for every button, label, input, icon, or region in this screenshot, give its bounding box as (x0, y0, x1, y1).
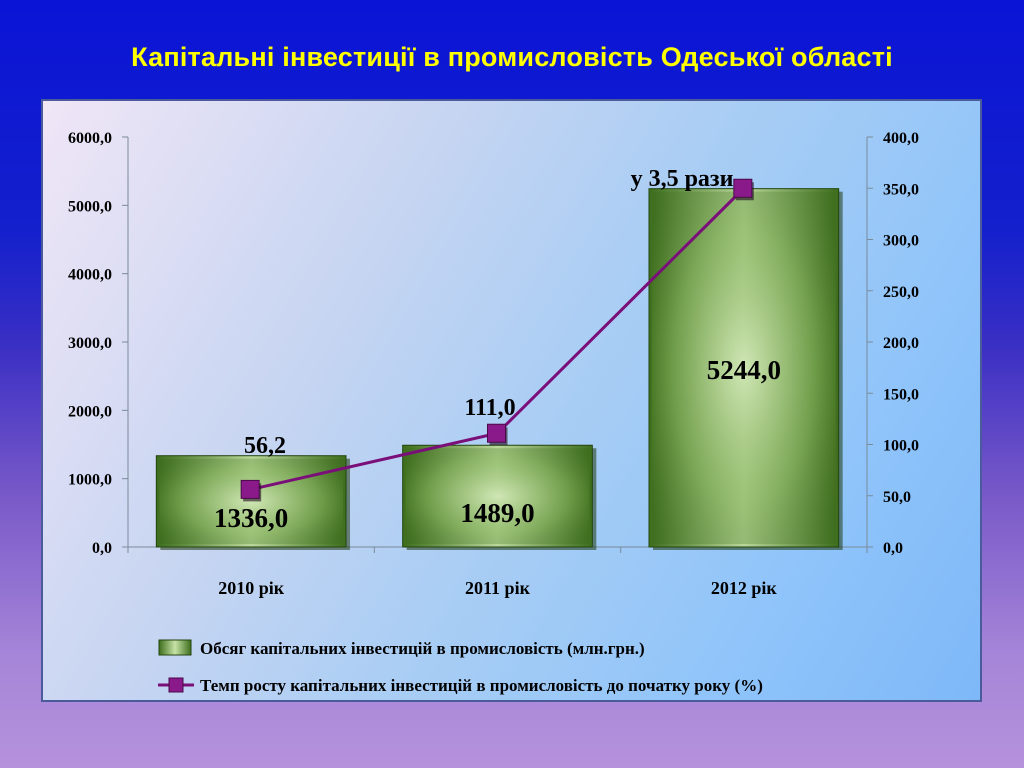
bar-highlight (405, 448, 590, 544)
line-value-label: у 3,5 рази (631, 166, 734, 192)
growth-line (240, 178, 754, 502)
legend-line-marker (168, 677, 184, 693)
line-marker (487, 423, 506, 443)
legend-bar-label: Обсяг капітальних інвестицій в промислов… (200, 639, 645, 658)
x-tick-label: 2012 рік (711, 578, 778, 598)
x-tick-label: 2011 рік (465, 578, 531, 598)
y-right-tick-label: 400,0 (883, 130, 919, 147)
y-right-tick-label: 150,0 (883, 386, 919, 403)
y-right-tick-label: 0,0 (883, 540, 903, 557)
line-value-label: 56,2 (244, 433, 286, 459)
slide-title: Капітальні інвестиції в промисловість Од… (131, 42, 893, 72)
y-right-tick-label: 300,0 (883, 233, 919, 250)
y-right-tick-label: 250,0 (883, 284, 919, 301)
y-right-tick-label: 50,0 (883, 489, 911, 506)
bar-value-label: 5244,0 (707, 355, 781, 385)
y-right-tick-label: 100,0 (883, 438, 919, 455)
legend-line-label: Темп росту капітальних інвестицій в пром… (200, 676, 763, 695)
y-left-tick-label: 0,0 (92, 540, 112, 557)
legend-bar-swatch (158, 639, 192, 656)
y-right-tick-label: 200,0 (883, 335, 919, 352)
x-tick-label: 2010 рік (218, 578, 285, 598)
bars (155, 188, 843, 550)
y-left-tick-label: 3000,0 (68, 335, 112, 352)
y-left-tick-label: 1000,0 (68, 472, 112, 489)
line-marker (733, 178, 753, 198)
data-labels: 1336,0 1489,0 5244,0 56,2 111,0 у 3,5 рази (214, 166, 781, 533)
bar-value-label: 1489,0 (460, 498, 534, 528)
y-right-tick-label: 350,0 (883, 181, 919, 198)
bar-value-label: 1336,0 (214, 503, 288, 533)
legend: Обсяг капітальних інвестицій в промислов… (158, 639, 763, 695)
line-value-label: 111,0 (464, 395, 515, 421)
y-left-tick-label: 6000,0 (68, 130, 112, 147)
line-marker (240, 479, 260, 499)
y-left-tick-label: 4000,0 (68, 267, 112, 284)
y-left-tick-label: 5000,0 (68, 198, 112, 215)
y-left-tick-label: 2000,0 (68, 403, 112, 420)
